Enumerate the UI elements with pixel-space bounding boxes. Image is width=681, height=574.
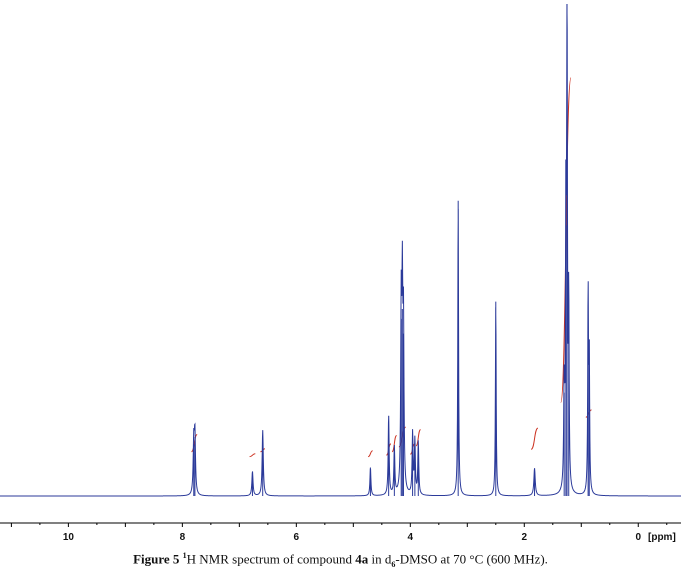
caption-text-1: H NMR spectrum of compound [186,551,356,567]
integral-curve [249,453,256,458]
x-tick-label: 6 [294,532,300,543]
caption-compound: 4a [355,551,369,567]
integral-curve [530,427,539,450]
integral-curve [585,409,592,418]
x-axis-unit-label: [ppm] [648,532,676,543]
caption-label: Figure 5 [133,551,180,567]
figure-caption: Figure 5 1H NMR spectrum of compound 4a … [0,551,681,569]
x-tick-label: 0 [635,532,641,543]
caption-subscript: 6 [391,559,396,569]
integral-curves [191,77,592,458]
caption-superscript: 1 [182,551,187,560]
nmr-spectrum-chart: 10 8 6 4 2 0 [ppm] [0,3,681,543]
caption-text-2: in d [368,551,392,567]
spectrum-trace [0,3,681,497]
x-tick-label: 2 [522,532,528,543]
integral-curve [367,450,373,458]
x-tick-label: 4 [408,532,414,543]
caption-text-3: -DMSO at 70 °C (600 MHz). [395,551,548,567]
integral-curve [415,429,422,447]
x-axis-ticks: 10 8 6 4 2 0 [ppm] [10,523,676,543]
integral-curve [391,434,398,453]
integral-curve [191,434,198,453]
x-tick-label: 8 [180,532,186,543]
x-tick-label: 10 [63,532,75,543]
